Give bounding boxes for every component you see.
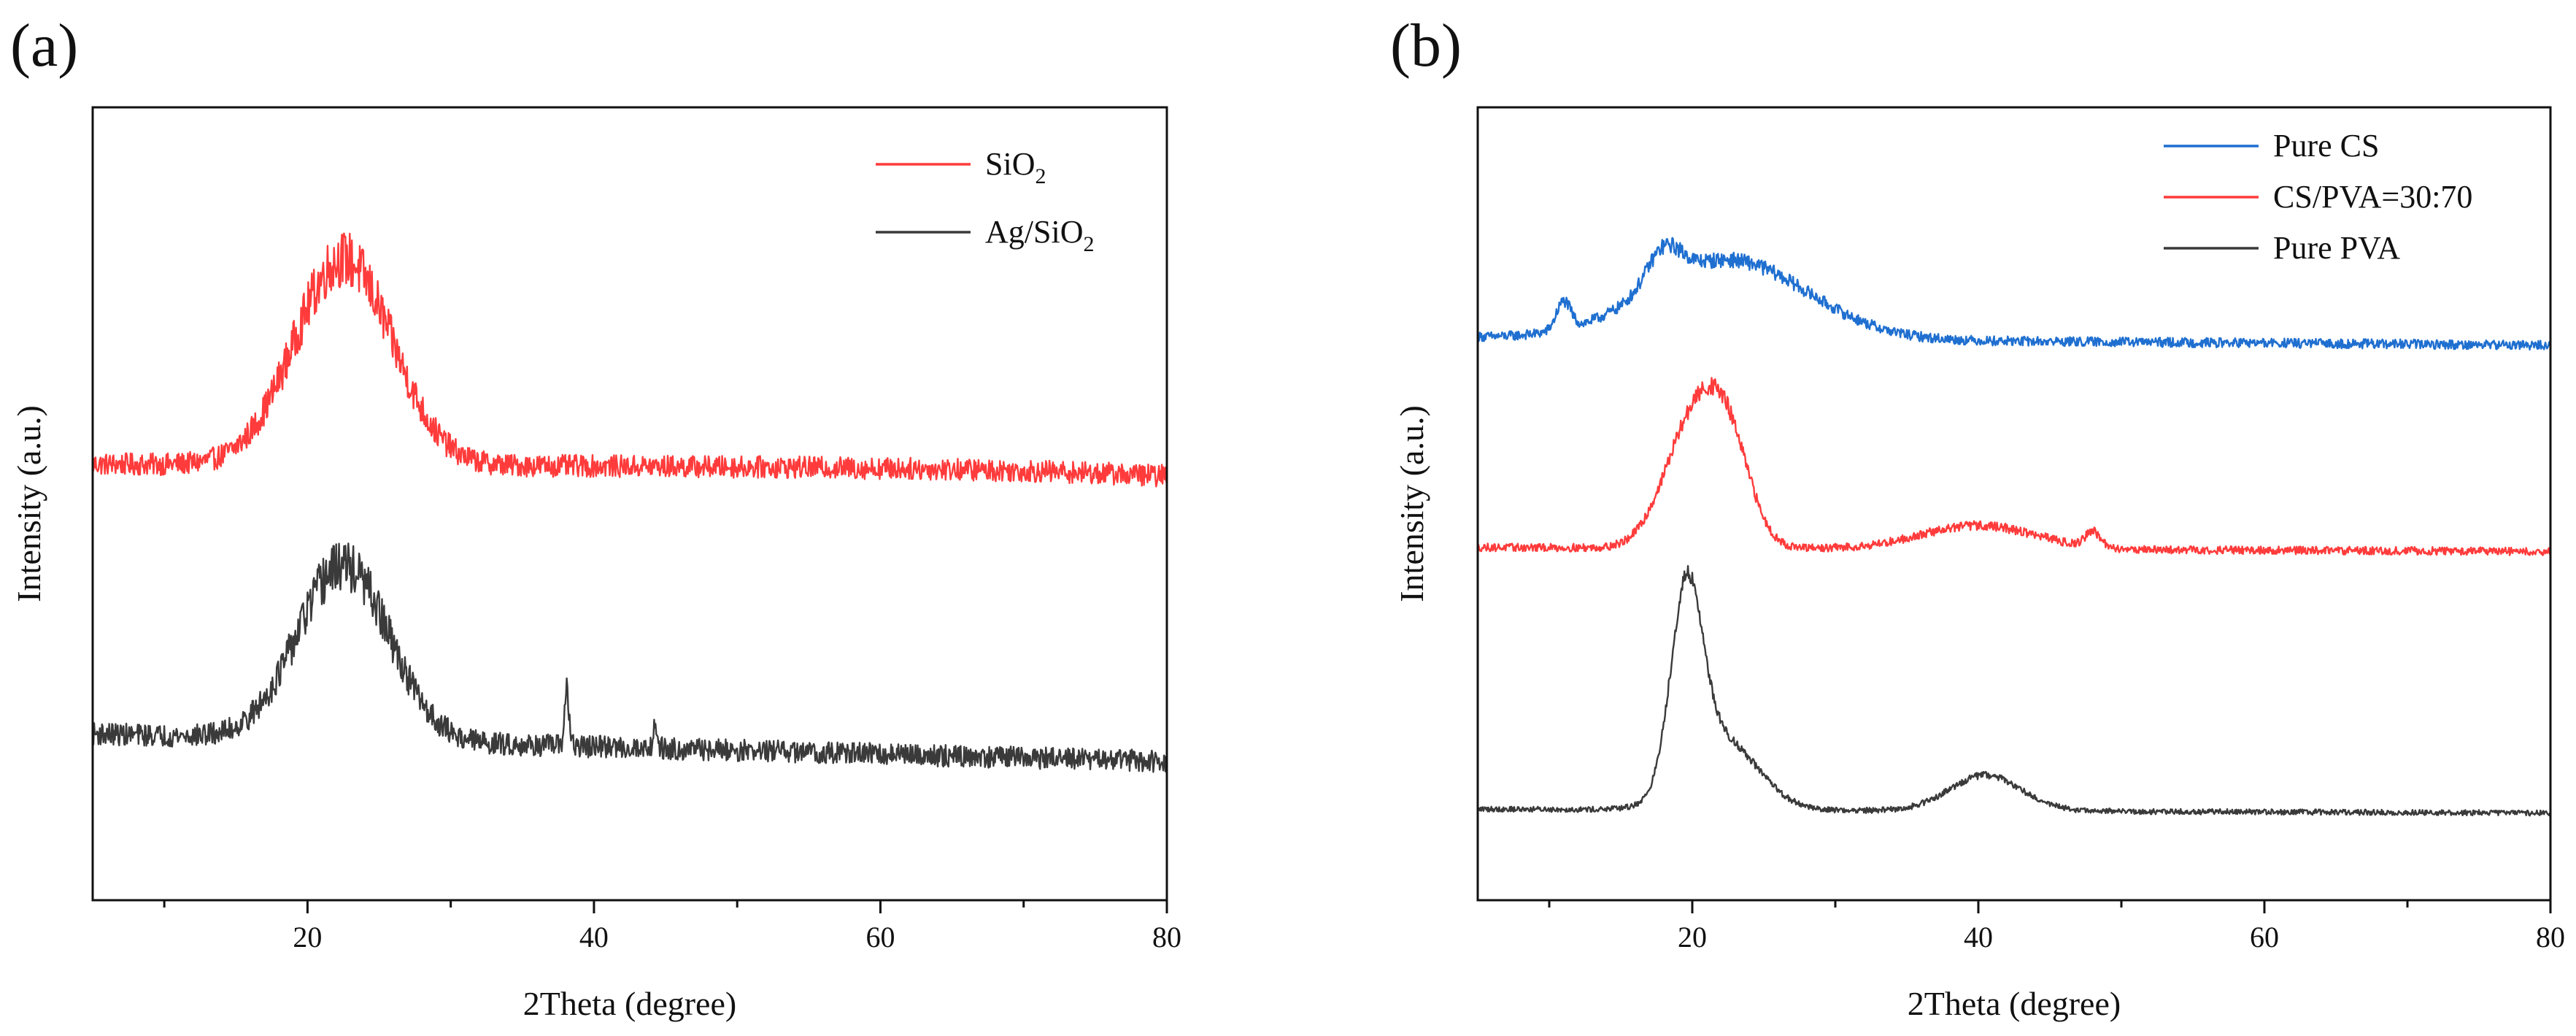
panel-letter: (b) xyxy=(1390,12,1462,80)
plot-frame xyxy=(1476,106,2552,902)
series-line-sio2 xyxy=(91,232,1168,488)
x-tick-label: 80 xyxy=(1152,921,1181,953)
x-tick-label: 40 xyxy=(1964,921,1993,953)
panel-a: (a) 20 40 60 80 2Theta (degree) Intensity (a.u… xyxy=(10,12,1181,1022)
legend-entry: CS/PVA=30:70 xyxy=(2273,179,2472,215)
legend-entry: Pure CS xyxy=(2273,128,2379,164)
legend-subscript: 2 xyxy=(1035,164,1046,188)
x-tick-label: 20 xyxy=(293,921,322,953)
panel-letter: (a) xyxy=(10,12,78,80)
y-axis-label: Intensity (a.u.) xyxy=(1393,405,1430,602)
legend-subscript: 2 xyxy=(1083,232,1094,256)
legend-entry: Pure PVA xyxy=(2273,230,2400,266)
x-axis-label: 2Theta (degree) xyxy=(523,985,736,1022)
plot-frame xyxy=(91,106,1168,902)
x-axis-label: 2Theta (degree) xyxy=(1908,985,2121,1022)
legend: SiO2 Ag/SiO2 xyxy=(876,146,1094,256)
x-tick-label: 60 xyxy=(865,921,895,953)
x-tick-label: 40 xyxy=(579,921,609,953)
y-axis-label: Intensity (a.u.) xyxy=(10,405,47,602)
x-tick-label: 20 xyxy=(1678,921,1707,953)
x-tick-label: 60 xyxy=(2250,921,2279,953)
legend-entry: SiO2 xyxy=(985,146,1046,188)
series-line-cs-pva-30-70 xyxy=(1477,377,2552,556)
panel-b: (b) 20 40 60 80 2Theta (degree) Intensity (a.u… xyxy=(1390,12,2565,1022)
series-line-pure-cs xyxy=(1476,237,2552,351)
x-tick-label: 80 xyxy=(2536,921,2565,953)
series-line-pure-pva xyxy=(1477,564,2552,817)
legend-entry: Ag/SiO2 xyxy=(985,214,1094,256)
legend: Pure CS CS/PVA=30:70 Pure PVA xyxy=(2164,128,2472,266)
series-line-ag-sio2 xyxy=(91,542,1168,773)
